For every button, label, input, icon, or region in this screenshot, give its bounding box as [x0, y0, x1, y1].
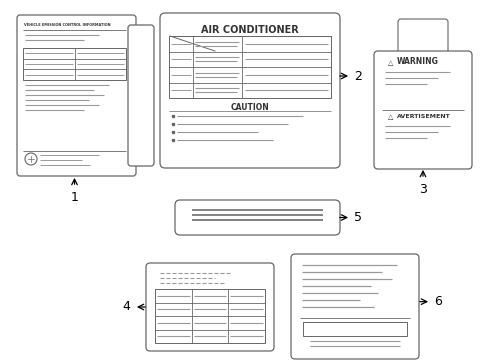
- Text: △: △: [388, 60, 393, 66]
- FancyBboxPatch shape: [146, 263, 274, 351]
- FancyBboxPatch shape: [160, 13, 340, 168]
- Bar: [303, 322, 407, 336]
- FancyBboxPatch shape: [17, 15, 136, 176]
- FancyBboxPatch shape: [291, 254, 419, 359]
- Text: 1: 1: [71, 191, 78, 204]
- Bar: [169, 36, 331, 98]
- Circle shape: [25, 153, 37, 165]
- FancyBboxPatch shape: [398, 19, 448, 60]
- Text: CAUTION: CAUTION: [231, 103, 270, 112]
- FancyBboxPatch shape: [128, 25, 154, 166]
- Text: AIR CONDITIONER: AIR CONDITIONER: [201, 25, 299, 35]
- Text: △: △: [388, 114, 393, 120]
- FancyBboxPatch shape: [175, 200, 340, 235]
- Text: 2: 2: [354, 69, 362, 82]
- Bar: [23, 48, 126, 80]
- Text: 6: 6: [434, 295, 442, 308]
- Text: WARNING: WARNING: [397, 58, 439, 67]
- Text: VEHICLE EMISSION CONTROL INFORMATION: VEHICLE EMISSION CONTROL INFORMATION: [24, 23, 111, 27]
- Text: AVERTISEMENT: AVERTISEMENT: [397, 113, 451, 118]
- Text: 3: 3: [419, 183, 427, 196]
- Bar: [155, 289, 265, 343]
- Text: 5: 5: [354, 211, 362, 224]
- Text: 4: 4: [122, 301, 130, 314]
- FancyBboxPatch shape: [374, 51, 472, 169]
